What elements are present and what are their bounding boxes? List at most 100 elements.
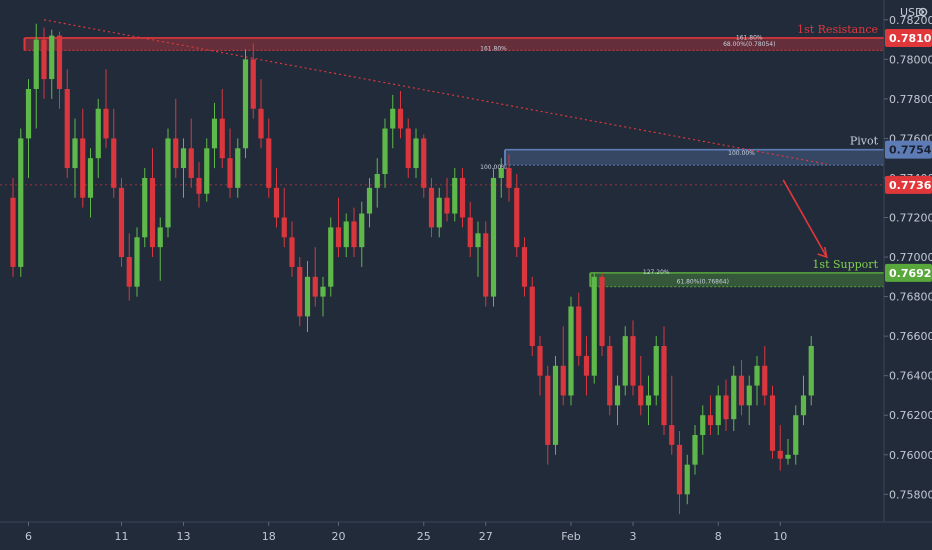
candle-body <box>630 336 636 386</box>
candle-body <box>359 213 365 248</box>
candle-body <box>692 435 698 465</box>
candle <box>204 138 210 202</box>
candle-body <box>638 385 644 406</box>
price-tag-label: 0.77365 <box>889 179 932 192</box>
candle <box>211 102 218 169</box>
candle <box>428 177 435 238</box>
candle-body <box>661 346 667 426</box>
settings-gear-icon[interactable] <box>918 7 928 17</box>
candle-body <box>723 395 729 420</box>
candle <box>188 118 194 188</box>
1st-resistance-zone <box>24 37 884 51</box>
candle <box>529 276 535 356</box>
candle-body <box>777 450 783 459</box>
x-tick-label: 13 <box>177 530 191 543</box>
candle-body <box>103 108 109 139</box>
x-tick-label: 8 <box>715 530 722 543</box>
fib-note: 127.20% <box>643 269 670 276</box>
candle <box>95 98 101 178</box>
candle-body <box>545 375 551 445</box>
candle <box>273 168 280 228</box>
candle <box>700 405 706 455</box>
candle-body <box>436 197 442 228</box>
candle-body <box>653 346 659 396</box>
candle <box>436 187 442 238</box>
candle-body <box>72 138 78 169</box>
x-tick-label: 10 <box>773 530 787 543</box>
candle <box>173 98 179 178</box>
candle <box>390 94 396 149</box>
candle-body <box>273 187 280 218</box>
candle-body <box>459 177 466 218</box>
candle <box>142 168 148 248</box>
candle-body <box>762 365 768 396</box>
candle-body <box>676 444 683 495</box>
candle <box>746 375 752 426</box>
candle <box>250 43 256 119</box>
candle-body <box>413 138 419 169</box>
candle <box>638 355 644 416</box>
y-tick-label: 0.76400 <box>889 370 932 383</box>
candle-body <box>576 306 582 356</box>
pivot-label: Pivot <box>850 135 879 148</box>
candle <box>731 365 737 432</box>
candle <box>521 237 528 297</box>
fib-note: 61.80%(0.76864) <box>677 278 729 285</box>
candle-body <box>537 346 543 376</box>
price-tag <box>885 263 932 282</box>
fib-note: 100.00% <box>728 150 755 157</box>
candle <box>118 177 125 267</box>
candle <box>599 272 605 356</box>
candle <box>111 108 117 198</box>
candle <box>149 148 156 258</box>
candle <box>328 217 334 297</box>
candle-body <box>56 35 63 89</box>
candle-body <box>134 237 140 287</box>
candle <box>320 276 326 317</box>
candle <box>552 355 559 455</box>
candle <box>591 272 597 384</box>
candle <box>49 29 55 99</box>
candle <box>343 213 349 258</box>
candle-body <box>583 355 590 376</box>
candle <box>467 201 473 258</box>
candle-body <box>142 177 148 238</box>
candle-body <box>731 375 737 420</box>
candle-body <box>258 108 264 139</box>
candle-body <box>490 177 497 297</box>
candle-body <box>568 306 574 396</box>
candle-body <box>219 118 225 159</box>
y-tick-label: 0.76000 <box>889 449 932 462</box>
candle-body <box>785 454 791 459</box>
candle-body <box>444 197 450 214</box>
candle <box>692 425 698 475</box>
candle-body <box>498 168 504 178</box>
candle <box>645 375 652 426</box>
candle-body <box>428 187 435 228</box>
candle-body <box>80 138 86 198</box>
candle <box>785 438 791 465</box>
candle-body <box>599 276 605 347</box>
candle <box>103 69 109 149</box>
candle-body <box>149 177 156 248</box>
candle-body <box>397 108 404 129</box>
candle-body <box>242 59 249 149</box>
candle-body <box>289 237 295 267</box>
candle <box>684 454 690 505</box>
candle <box>800 375 807 426</box>
y-tick-label: 0.77800 <box>889 93 932 106</box>
candle <box>312 247 318 307</box>
candle <box>227 128 233 198</box>
y-tick-label: 0.78200 <box>889 14 932 27</box>
fib-note: 100.00% <box>480 164 507 171</box>
x-tick-label: 18 <box>262 530 276 543</box>
x-tick-label: 20 <box>332 530 346 543</box>
time-axis[interactable]: 6 11 13 18 20 25 27 Feb 3 8 10 <box>25 522 787 543</box>
candle <box>514 174 520 258</box>
candle-body <box>87 158 94 198</box>
candle-body <box>382 128 388 174</box>
price-tag-label: 0.77543 <box>889 144 932 157</box>
